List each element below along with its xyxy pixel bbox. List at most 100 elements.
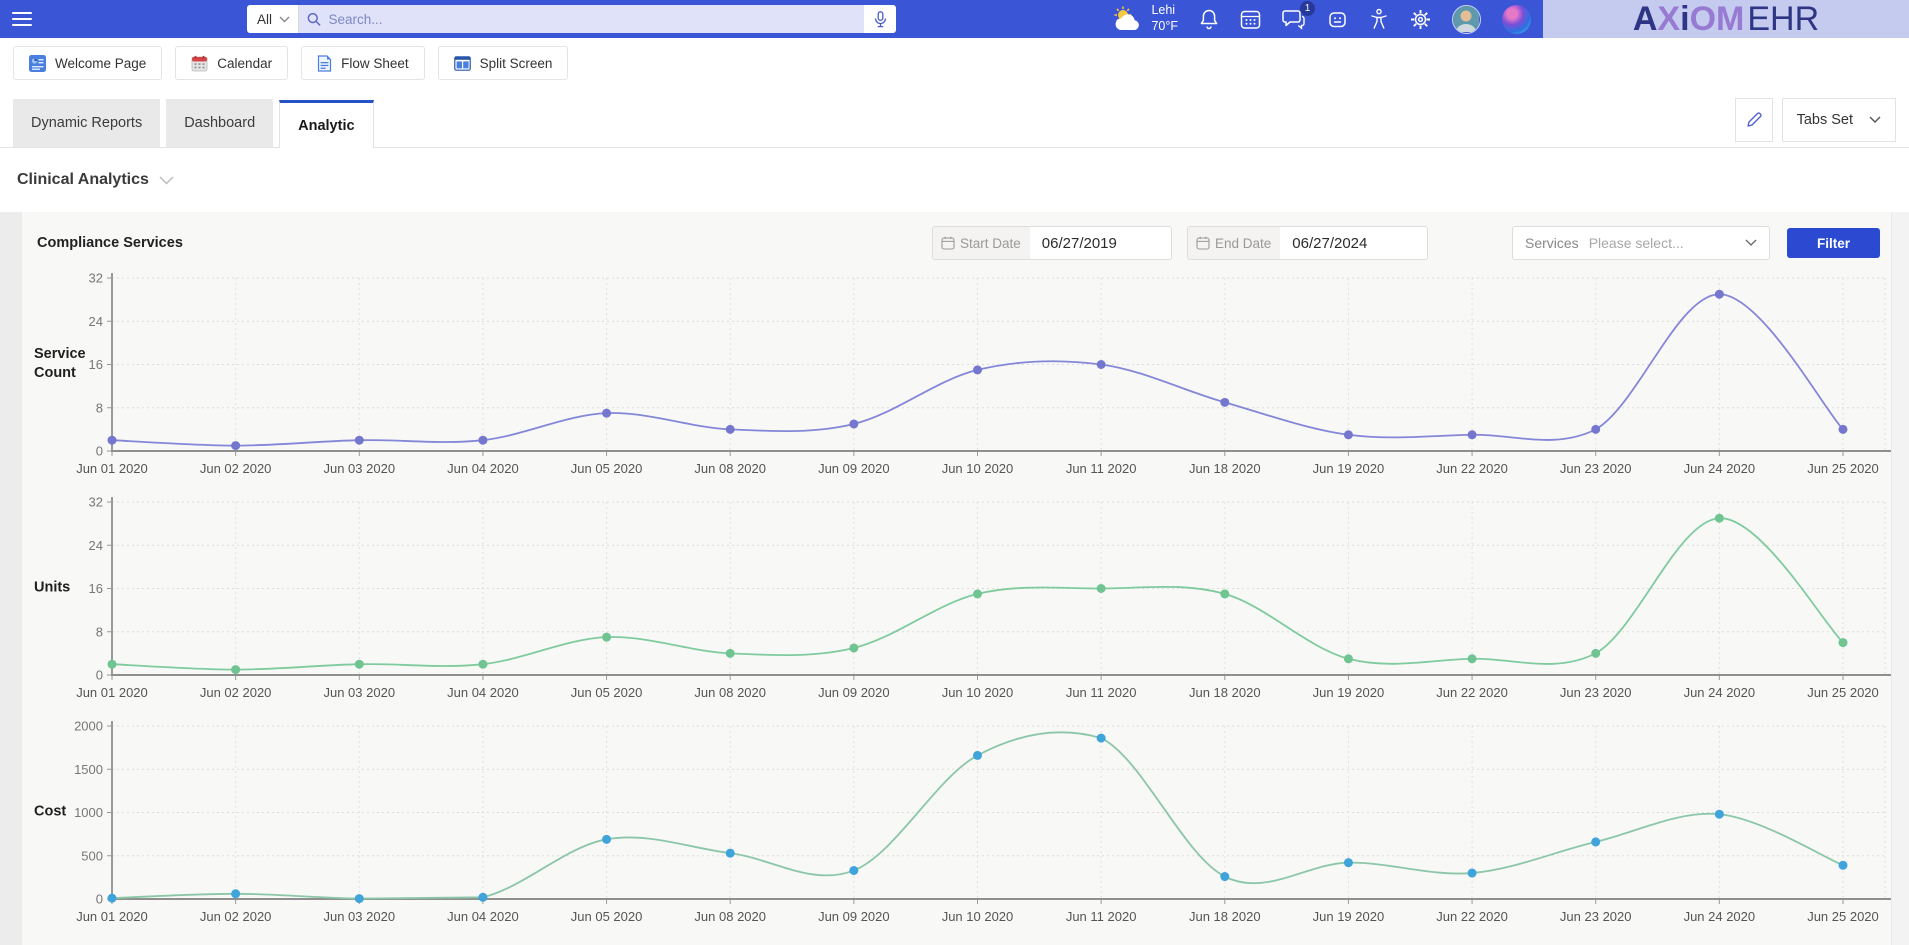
search-input-container	[299, 5, 865, 33]
tab-analytic[interactable]: Analytic	[279, 100, 374, 148]
topbar-right-cluster: Lehi 70°F	[1110, 0, 1543, 38]
welcome-page-button[interactable]: Welcome Page	[13, 46, 163, 80]
gear-icon	[1411, 9, 1430, 29]
flow-sheet-button[interactable]: Flow Sheet	[301, 46, 425, 80]
svg-text:Jun 04 2020: Jun 04 2020	[447, 461, 519, 476]
hamburger-menu-button[interactable]	[0, 0, 44, 38]
weather-temp: 70°F	[1151, 19, 1178, 33]
edit-tabs-button[interactable]	[1734, 98, 1773, 142]
svg-text:8: 8	[96, 624, 103, 639]
svg-text:16: 16	[89, 581, 103, 596]
panel-header: Compliance Services Start Date	[22, 212, 1891, 268]
microphone-button[interactable]	[864, 5, 897, 33]
svg-text:Jun 18 2020: Jun 18 2020	[1189, 685, 1261, 700]
services-label: Services	[1525, 235, 1579, 251]
quick-launch-bar: Welcome Page Calendar Flow Sheet	[0, 38, 1909, 88]
cost-chart: Cost 0 500 1000 1500 2000 Jun 01 2020 Jun 02 2…	[22, 716, 1891, 940]
svg-text:Jun 08 2020: Jun 08 2020	[694, 909, 766, 924]
svg-text:Jun 11 2020: Jun 11 2020	[1066, 685, 1137, 700]
svg-text:16: 16	[89, 357, 103, 372]
svg-text:0: 0	[96, 892, 103, 907]
svg-text:Jun 10 2020: Jun 10 2020	[942, 461, 1014, 476]
end-date-field[interactable]: End Date	[1187, 226, 1428, 260]
notifications-button[interactable]	[1199, 8, 1219, 30]
svg-text:Jun 05 2020: Jun 05 2020	[571, 909, 643, 924]
microphone-icon	[874, 10, 886, 27]
svg-text:Jun 19 2020: Jun 19 2020	[1313, 461, 1385, 476]
line-chart: 0 8 16 24 32 Jun 01 2020 Jun 02 2020 Jun 03 202…	[76, 271, 1891, 476]
bot-icon	[1329, 11, 1346, 27]
start-date-field[interactable]: Start Date	[932, 226, 1172, 260]
search-scope-select[interactable]: All	[247, 5, 300, 33]
settings-button[interactable]	[1410, 9, 1431, 30]
global-search: All	[247, 5, 897, 33]
tab-label: Dynamic Reports	[31, 115, 143, 131]
svg-text:24: 24	[89, 314, 103, 329]
svg-text:Jun 03 2020: Jun 03 2020	[323, 909, 395, 924]
search-icon	[307, 12, 321, 26]
svg-text:Jun 05 2020: Jun 05 2020	[571, 685, 643, 700]
svg-text:Jun 25 2020: Jun 25 2020	[1807, 909, 1879, 924]
weather-icon	[1114, 6, 1140, 30]
svg-text:24: 24	[89, 538, 103, 553]
assistant-orb-button[interactable]	[1502, 4, 1531, 34]
svg-text:2000: 2000	[74, 719, 103, 734]
hamburger-icon	[12, 8, 32, 30]
messages-button[interactable]: 1	[1282, 1, 1315, 30]
search-scope-value: All	[257, 11, 273, 27]
tab-dynamic-reports[interactable]: Dynamic Reports	[13, 99, 161, 147]
chevron-down-icon[interactable]	[159, 175, 174, 185]
quicklaunch-label: Calendar	[217, 55, 273, 71]
svg-text:1500: 1500	[74, 762, 103, 777]
svg-text:Jun 22 2020: Jun 22 2020	[1436, 461, 1508, 476]
chart-y-axis-title: Cost	[34, 803, 67, 820]
service-count-chart: Service Count 0 8 16 24 32 Jun 01 2020 Jun 02 …	[22, 268, 1891, 492]
chevron-down-icon	[279, 16, 290, 22]
tab-controls: Tabs Set	[1734, 98, 1896, 142]
svg-text:8: 8	[96, 400, 103, 415]
bot-button[interactable]	[1327, 9, 1348, 30]
svg-text:32: 32	[89, 271, 103, 286]
calendar-button[interactable]: Calendar	[175, 46, 289, 80]
svg-text:Jun 09 2020: Jun 09 2020	[818, 685, 890, 700]
svg-text:Jun 05 2020: Jun 05 2020	[571, 461, 643, 476]
svg-text:Jun 02 2020: Jun 02 2020	[200, 685, 272, 700]
user-avatar[interactable]	[1452, 4, 1481, 34]
svg-text:Jun 08 2020: Jun 08 2020	[694, 685, 766, 700]
compliance-services-panel: Compliance Services Start Date	[22, 212, 1891, 945]
services-select[interactable]: Services Please select...	[1512, 226, 1770, 260]
start-date-input[interactable]	[1029, 227, 1171, 259]
svg-text:Jun 10 2020: Jun 10 2020	[942, 909, 1014, 924]
svg-text:Jun 02 2020: Jun 02 2020	[200, 461, 272, 476]
svg-text:Jun 09 2020: Jun 09 2020	[818, 909, 890, 924]
svg-text:Jun 11 2020: Jun 11 2020	[1066, 909, 1137, 924]
schedule-button[interactable]	[1240, 9, 1261, 30]
filter-bar: Start Date End Date	[932, 226, 1880, 260]
end-date-input[interactable]	[1280, 227, 1427, 259]
units-chart: Units 0 8 16 24 32 Jun 01 2020 Jun 02 2020 Jun …	[22, 492, 1891, 716]
svg-text:500: 500	[81, 848, 103, 863]
svg-text:Jun 04 2020: Jun 04 2020	[447, 909, 519, 924]
svg-text:Jun 22 2020: Jun 22 2020	[1436, 685, 1508, 700]
split-screen-button[interactable]: Split Screen	[437, 46, 569, 80]
vertical-scrollbar[interactable]	[1891, 212, 1909, 945]
tabs-set-dropdown[interactable]: Tabs Set	[1781, 98, 1896, 142]
section-header: Clinical Analytics	[0, 148, 1909, 212]
filter-button[interactable]: Filter	[1787, 228, 1880, 258]
weather-widget: Lehi 70°F	[1110, 3, 1178, 34]
chat-badge: 1	[1300, 1, 1315, 16]
svg-text:Jun 23 2020: Jun 23 2020	[1560, 461, 1632, 476]
svg-text:1000: 1000	[74, 805, 103, 820]
tabs-set-label: Tabs Set	[1796, 112, 1853, 128]
tab-dashboard[interactable]: Dashboard	[166, 99, 274, 147]
svg-text:Jun 02 2020: Jun 02 2020	[200, 909, 272, 924]
svg-text:Jun 19 2020: Jun 19 2020	[1313, 909, 1385, 924]
logo-text: A	[1632, 0, 1658, 38]
svg-text:Jun 18 2020: Jun 18 2020	[1189, 461, 1261, 476]
top-bar: All	[0, 0, 1909, 38]
search-input[interactable]	[328, 11, 857, 27]
report-tabs-bar: Dynamic Reports Dashboard Analytic Tabs …	[0, 88, 1909, 148]
avatar-image	[1453, 5, 1479, 32]
accessibility-button[interactable]	[1369, 8, 1389, 30]
svg-text:Jun 08 2020: Jun 08 2020	[694, 461, 766, 476]
